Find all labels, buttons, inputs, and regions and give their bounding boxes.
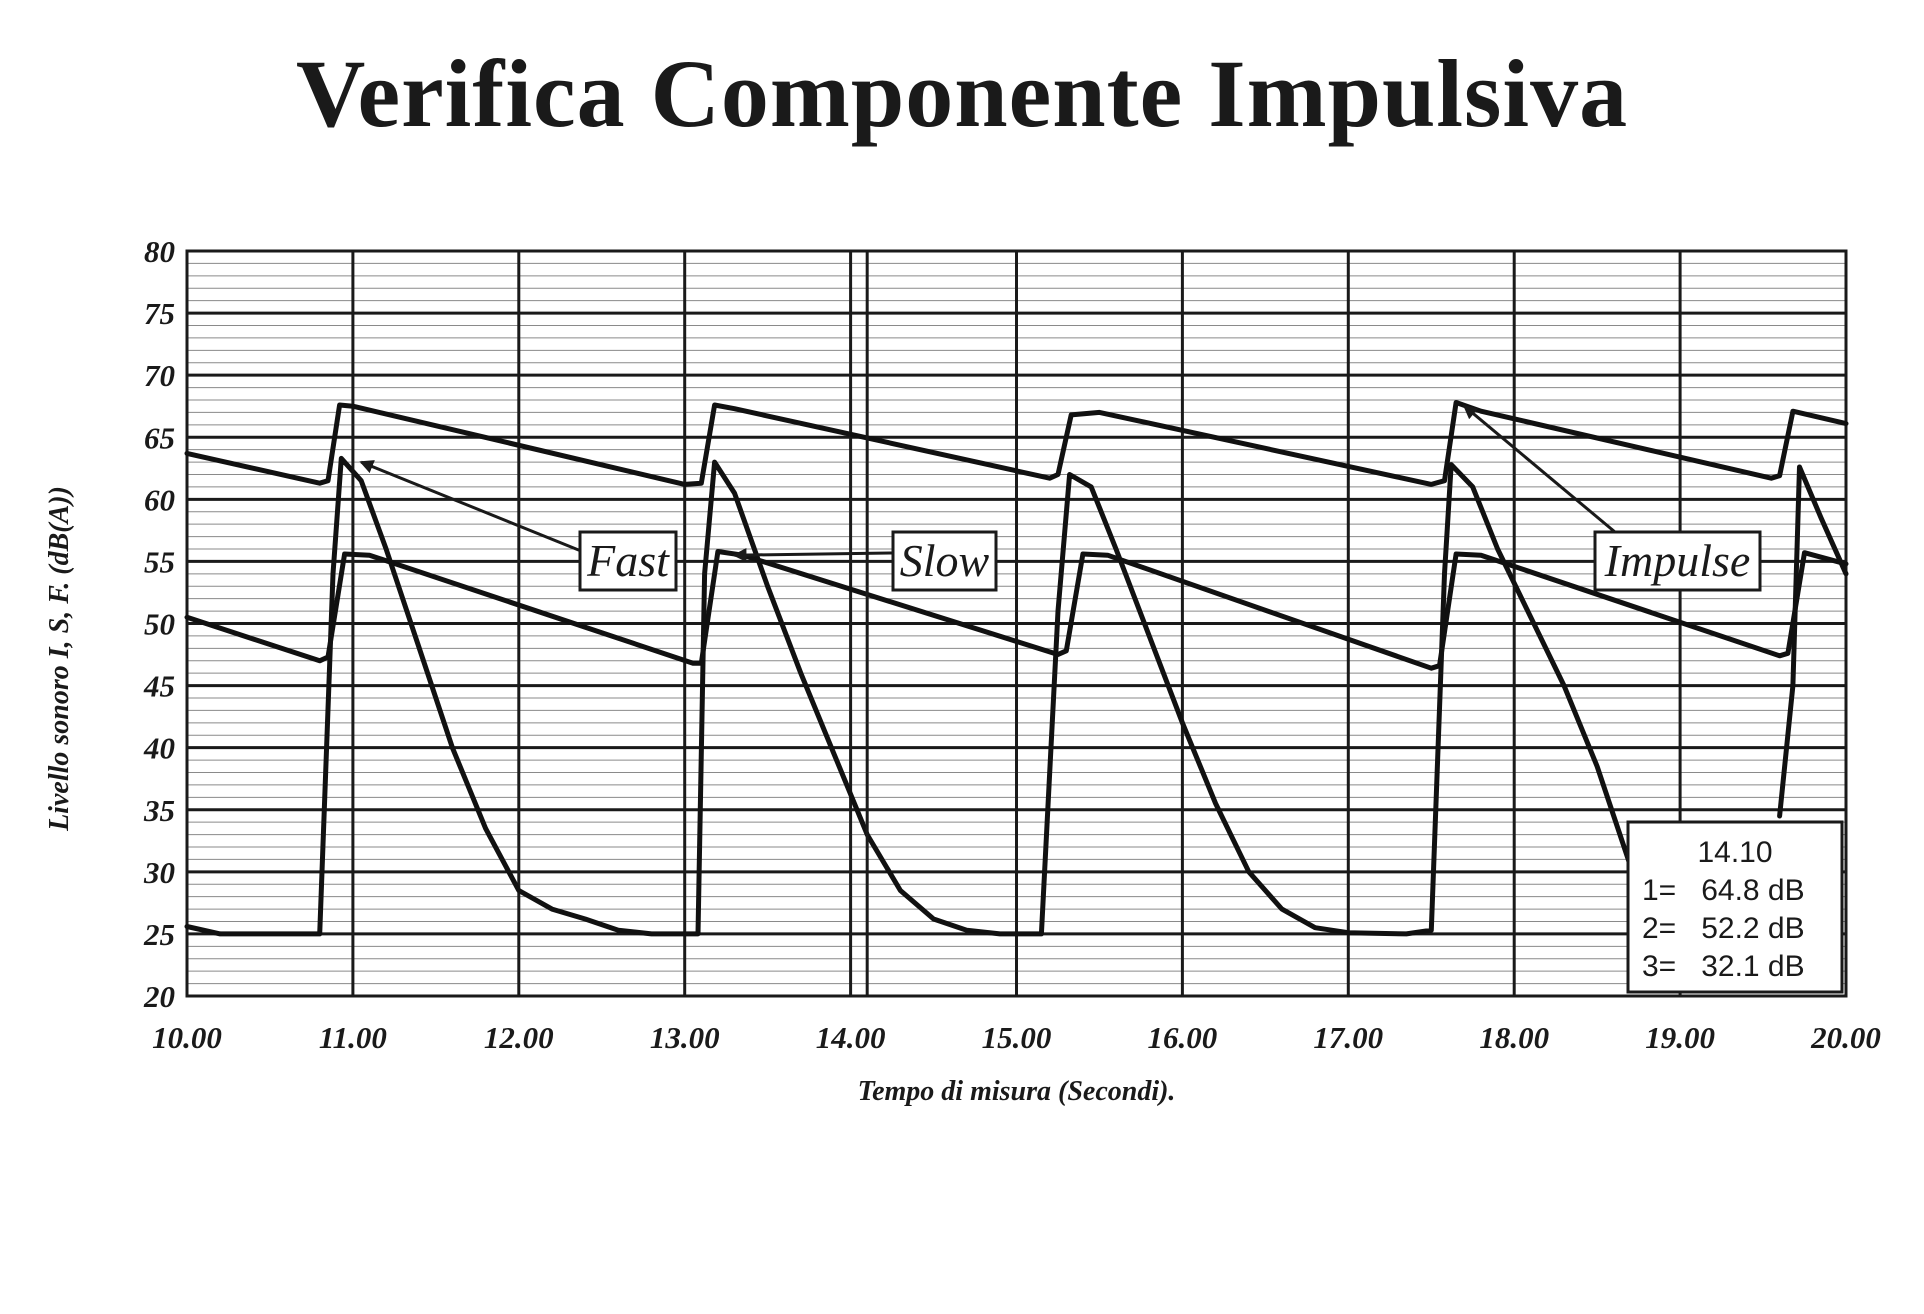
y-tick-label: 40 bbox=[143, 731, 175, 766]
y-tick-label: 70 bbox=[144, 358, 175, 393]
chart-title: Verifica Componente Impulsiva bbox=[295, 40, 1629, 147]
y-tick-label: 50 bbox=[144, 607, 175, 642]
y-tick-label: 65 bbox=[144, 420, 175, 455]
series-line-slow bbox=[184, 549, 1849, 671]
x-tick-label: 14.00 bbox=[816, 1020, 886, 1055]
x-tick-label: 18.00 bbox=[1479, 1020, 1549, 1055]
callout-label-fast: Fast bbox=[586, 535, 670, 586]
callout-box-slow bbox=[891, 530, 998, 592]
y-tick-labels: 20 25 30 35 40 45 50 55 60 65 70 75 80 bbox=[143, 234, 175, 1014]
y-tick-label: 20 bbox=[143, 979, 175, 1014]
x-tick-label: 17.00 bbox=[1313, 1020, 1383, 1055]
y-tick-label: 55 bbox=[144, 544, 175, 579]
x-tick-labels: 10.00 11.00 12.00 13.00 14.00 15.00 16.00 17.00… bbox=[152, 1020, 1881, 1055]
callout-arrow-fast bbox=[359, 460, 587, 555]
callout-box-impulse bbox=[1593, 530, 1762, 592]
readout-line-3: 3= 32.1 dB bbox=[1642, 950, 1805, 983]
x-tick-label: 10.00 bbox=[152, 1020, 222, 1055]
readout-time: 14.10 bbox=[1697, 836, 1772, 869]
callout-label-impulse: Impulse bbox=[1604, 535, 1751, 586]
y-tick-label: 30 bbox=[143, 855, 175, 890]
y-tick-label: 60 bbox=[144, 482, 175, 517]
callout-arrow-slow bbox=[732, 548, 894, 563]
callout-label-slow: Slow bbox=[900, 535, 990, 586]
x-tick-label: 15.00 bbox=[982, 1020, 1052, 1055]
callout-box-fast bbox=[578, 530, 678, 592]
readout-frame bbox=[1626, 820, 1844, 994]
x-tick-label: 13.00 bbox=[650, 1020, 720, 1055]
x-tick-label: 20.00 bbox=[1810, 1020, 1881, 1055]
x-tick-label: 19.00 bbox=[1645, 1020, 1715, 1055]
x-tick-label: 16.00 bbox=[1148, 1020, 1218, 1055]
x-tick-label: 12.00 bbox=[484, 1020, 554, 1055]
y-tick-label: 25 bbox=[143, 917, 175, 952]
plot-frame bbox=[185, 249, 1848, 998]
y-tick-label: 80 bbox=[144, 234, 175, 269]
series-line-fast-partial-right-edge bbox=[1777, 464, 1849, 819]
readout-line-2: 2= 52.2 dB bbox=[1642, 912, 1805, 945]
y-tick-label: 35 bbox=[143, 793, 175, 828]
series-layer bbox=[184, 400, 1849, 937]
y-tick-label: 75 bbox=[144, 296, 175, 331]
annotation-layer: Fast Slow Impulse bbox=[359, 404, 1762, 592]
readout-box: 14.10 1= 64.8 dB 2= 52.2 dB 3= 32.1 dB bbox=[1626, 820, 1844, 994]
y-tick-label: 45 bbox=[143, 669, 175, 704]
y-axis-label: Livello sonoro I, S, F. (dB(A)) bbox=[44, 486, 75, 832]
series-line-impulse bbox=[184, 400, 1849, 487]
series-line-fast bbox=[184, 455, 1658, 937]
callout-arrow-impulse bbox=[1462, 404, 1621, 538]
x-axis-label: Tempo di misura (Secondi). bbox=[858, 1076, 1176, 1107]
x-tick-label: 11.00 bbox=[319, 1020, 387, 1055]
readout-line-1: 1= 64.8 dB bbox=[1642, 874, 1805, 907]
